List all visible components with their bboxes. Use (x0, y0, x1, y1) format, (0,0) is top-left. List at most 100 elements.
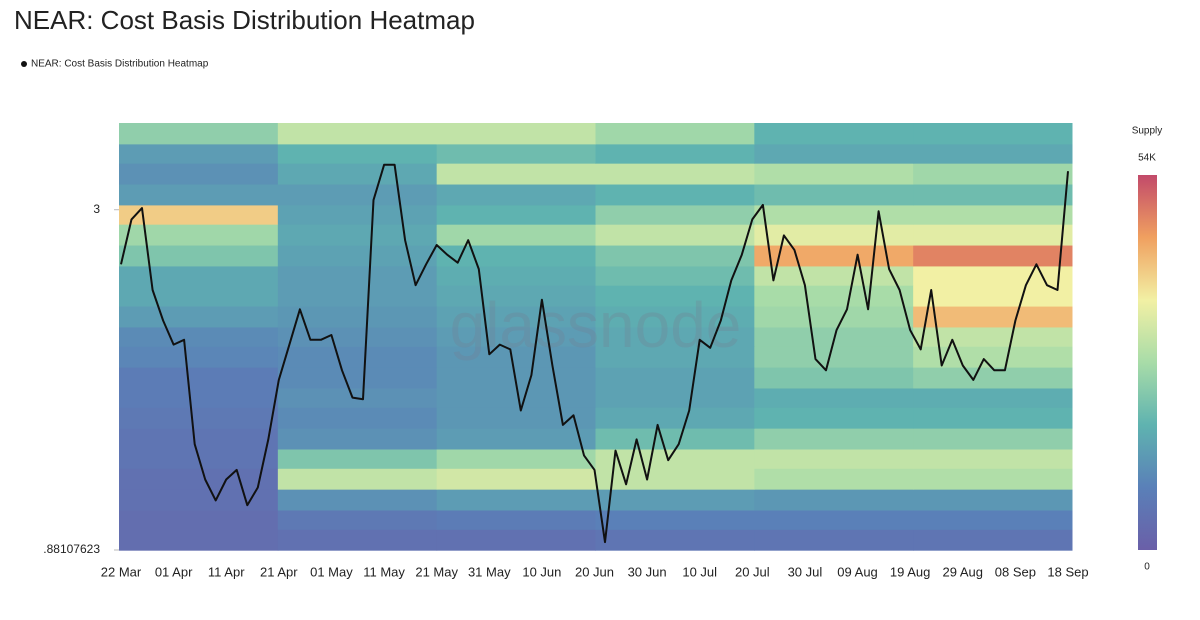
heatmap-cell (595, 123, 755, 145)
chart-title: NEAR: Cost Basis Distribution Heatmap (14, 5, 475, 35)
heatmap-cell (119, 407, 279, 429)
heatmap-cell (913, 428, 1073, 450)
heatmap-cell (436, 184, 596, 206)
heatmap-cell (913, 163, 1073, 185)
heatmap-cell (595, 326, 755, 347)
heatmap-cell (595, 367, 755, 389)
heatmap-cell (595, 306, 755, 328)
heatmap-cell (436, 265, 596, 286)
heatmap-cell (754, 123, 914, 145)
heatmap-cell (595, 489, 755, 511)
heatmap-cell (277, 123, 438, 145)
heatmap-cell (754, 449, 914, 469)
heatmap-cell (913, 184, 1073, 206)
heatmap-cell (277, 306, 438, 328)
heatmap-cell (754, 510, 914, 530)
x-tick-label: 30 Jul (788, 564, 823, 579)
x-tick-label: 31 May (468, 564, 511, 579)
heatmap-cell (436, 346, 596, 368)
heatmap-cell (913, 285, 1073, 307)
heatmap-cell (436, 387, 596, 408)
x-tick-label: 30 Jun (628, 564, 667, 579)
heatmap-cell (913, 387, 1073, 408)
heatmap-cell (436, 449, 596, 469)
heatmap-cell (436, 510, 596, 530)
heatmap-cell (913, 529, 1073, 551)
x-tick-label: 20 Jul (735, 564, 770, 579)
heatmap-cell (436, 224, 596, 246)
heatmap-cell (754, 428, 914, 450)
heatmap-cell (277, 510, 438, 530)
heatmap-cell (595, 510, 755, 530)
heatmap-cell (436, 468, 596, 490)
heatmap-cell (119, 529, 279, 551)
heatmap-cell (119, 143, 279, 164)
heatmap-cell (119, 326, 279, 347)
x-tick-label: 22 Mar (101, 564, 142, 579)
heatmap-cell (913, 510, 1073, 530)
heatmap-cell (754, 306, 914, 328)
heatmap-cell (436, 204, 596, 225)
colorbar-tick-label: 0 (1144, 562, 1150, 573)
y-tick-label: .88107623 (43, 542, 100, 556)
heatmap-cell (277, 346, 438, 368)
heatmap-cell (754, 285, 914, 307)
heatmap-cell (754, 184, 914, 206)
heatmap-cell (436, 407, 596, 429)
x-tick-label: 01 May (310, 564, 353, 579)
heatmap-cell (754, 468, 914, 490)
heatmap-cell (913, 449, 1073, 469)
heatmap-cell (595, 346, 755, 368)
heatmap-cell (754, 387, 914, 408)
heatmap-cell (754, 367, 914, 389)
heatmap-cell (119, 367, 279, 389)
heatmap-cell (277, 143, 438, 164)
heatmap-cell (277, 265, 438, 286)
heatmap-cell (913, 224, 1073, 246)
heatmap-cell (277, 468, 438, 490)
watermark: glassnode (450, 289, 742, 361)
heatmap-cell (754, 224, 914, 246)
heatmap-cell (913, 204, 1073, 225)
heatmap-cell (913, 489, 1073, 511)
heatmap-cell (119, 204, 279, 225)
heatmap-cell (754, 407, 914, 429)
heatmap-cell (277, 163, 438, 185)
heatmap-cell (595, 163, 755, 185)
heatmap-cell (277, 285, 438, 307)
heatmap-cell (119, 123, 279, 145)
x-tick-label: 29 Aug (943, 564, 984, 579)
colorbar-tick-label: 54K (1138, 153, 1156, 164)
heatmap-cell (595, 143, 755, 164)
heatmap-cell (595, 449, 755, 469)
heatmap-cell (595, 265, 755, 286)
heatmap-cell (595, 407, 755, 429)
heatmap-cell (277, 407, 438, 429)
x-tick-label: 11 May (363, 564, 405, 579)
heatmap-cell (595, 529, 755, 551)
heatmap-cell (277, 529, 438, 551)
heatmap-cell (913, 407, 1073, 429)
heatmap-cell (754, 346, 914, 368)
plot-area: glassnode (119, 123, 1073, 551)
heatmap-cell (595, 245, 755, 267)
x-tick-label: 10 Jul (682, 564, 717, 579)
heatmap-cell (913, 143, 1073, 164)
legend-label[interactable]: NEAR: Cost Basis Distribution Heatmap (31, 59, 209, 70)
legend-marker (21, 61, 27, 67)
heatmap-cell (119, 285, 279, 307)
heatmap-cell (119, 224, 279, 246)
heatmap-cell (436, 428, 596, 450)
heatmap-cell (277, 224, 438, 246)
y-tick-label: 3 (93, 202, 100, 216)
heatmap-cell (119, 510, 279, 530)
x-tick-label: 19 Aug (890, 564, 931, 579)
heatmap-cell (436, 123, 596, 145)
heatmap-cell (436, 306, 596, 328)
heatmap-cell (754, 489, 914, 511)
x-tick-label: 09 Aug (837, 564, 878, 579)
heatmap-cell (595, 285, 755, 307)
colorbar-title: Supply (1132, 126, 1163, 137)
